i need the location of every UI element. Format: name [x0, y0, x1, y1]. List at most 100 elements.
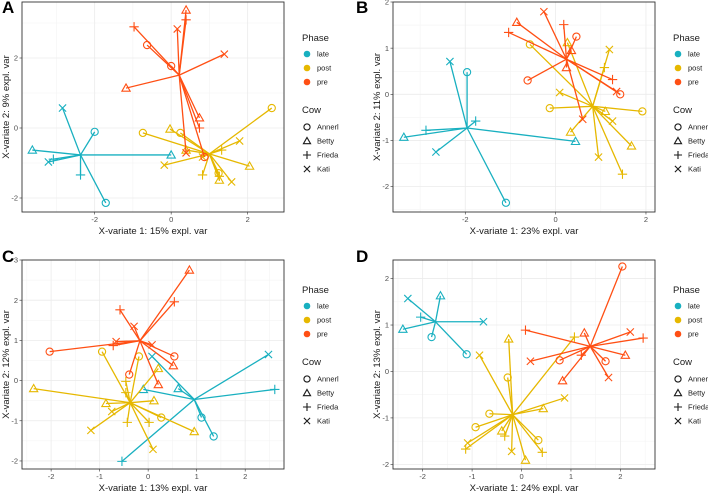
y-tick-label: 1: [14, 336, 18, 345]
legend: Phase late post pre Cow Annerl Betty Frieda Kati: [673, 33, 708, 174]
legend-label-late: late: [688, 302, 700, 311]
star-segment: [566, 58, 621, 95]
star-segment: [512, 336, 575, 416]
data-point-betty: [538, 403, 549, 413]
star-segment: [504, 414, 514, 437]
y-tick-label: 0: [385, 367, 389, 376]
star-segment: [178, 19, 187, 76]
data-point-frieda: [121, 387, 131, 398]
data-point-frieda: [122, 417, 132, 428]
legend-label-pre: pre: [688, 78, 699, 87]
legend-label-betty: Betty: [688, 389, 705, 398]
legend-label-betty: Betty: [317, 137, 334, 146]
legend-shape-betty: [673, 136, 683, 145]
y-axis-title: X-variate 2: 12% expl. var: [1, 310, 12, 419]
data-point-annerl: [427, 332, 436, 342]
data-point-kati: [235, 136, 244, 145]
star-segment: [151, 356, 195, 400]
data-point-frieda: [416, 312, 426, 322]
star-segment: [466, 127, 507, 204]
star-segment: [142, 132, 210, 155]
plot-background: [22, 2, 284, 212]
plot-border: [392, 259, 656, 470]
legend-title-cow: Cow: [302, 357, 321, 368]
data-point-annerl: [572, 32, 581, 41]
series-late: [398, 57, 581, 207]
data-point-kati: [612, 87, 621, 96]
data-point-kati: [86, 426, 95, 435]
star-segment: [125, 381, 131, 403]
x-tick-label: -2: [91, 215, 98, 224]
legend-title-phase: Phase: [302, 285, 329, 296]
plot-border: [21, 259, 285, 470]
data-point-frieda: [216, 145, 227, 155]
legend-label-kati: Kati: [688, 417, 701, 426]
y-tick-label: -2: [382, 460, 389, 469]
legend-swatch-late: [674, 50, 682, 58]
data-point-annerl: [462, 68, 472, 77]
y-tick-label: -1: [382, 136, 389, 145]
star-segment: [130, 400, 155, 404]
x-tick-label: 0: [169, 215, 173, 224]
legend-swatch-post: [303, 64, 311, 72]
minor-grid: [22, 2, 284, 212]
data-point-betty: [120, 82, 132, 92]
data-point-frieda: [503, 27, 514, 38]
star-segment: [590, 345, 626, 356]
legend-shape-kati: [674, 417, 682, 425]
legend-shape-betty: [302, 136, 312, 145]
legend-label-post: post: [317, 64, 332, 73]
star-segment: [435, 127, 468, 153]
data-point-kati: [58, 104, 67, 113]
legend-title-phase: Phase: [673, 285, 700, 296]
legend-label-annerl: Annerl: [317, 375, 339, 384]
y-tick-label: -2: [382, 182, 389, 191]
legend-shape-frieda: [673, 402, 683, 412]
x-tick-label: 0: [519, 472, 523, 481]
data-point-annerl: [167, 61, 176, 71]
data-point-annerl: [501, 198, 511, 207]
data-point-betty: [166, 149, 177, 159]
legend-label-frieda: Frieda: [317, 403, 339, 412]
x-tick-label: 2: [243, 472, 247, 481]
star-segment: [209, 149, 222, 155]
legend-shape-annerl: [303, 123, 311, 131]
star-segment: [475, 414, 513, 428]
legend-title-cow: Cow: [673, 357, 692, 368]
star-segment: [139, 340, 175, 358]
y-tick-label: 1: [385, 44, 389, 53]
star-segment: [49, 340, 140, 353]
legend-swatch-late: [674, 302, 682, 310]
data-point-annerl: [209, 432, 218, 441]
legend-label-post: post: [688, 316, 703, 325]
panel-a: -2 0 2 -2 0 2 X-variate 1: 15% expl. var X-vari…: [1, 0, 339, 237]
data-point-kati: [107, 407, 116, 416]
data-point-kati: [626, 327, 635, 336]
y-tick-label: 2: [385, 0, 389, 7]
legend-swatch-post: [674, 64, 682, 72]
y-tick-label: -1: [11, 416, 18, 425]
data-point-betty: [100, 398, 112, 408]
star-segment: [90, 402, 131, 431]
y-tick-label: -2: [11, 457, 18, 466]
data-point-frieda: [117, 456, 127, 467]
star-segment: [501, 414, 514, 432]
star-segment: [193, 399, 215, 437]
star-segment: [139, 301, 175, 342]
x-tick-label: -1: [96, 472, 103, 481]
data-point-kati: [148, 340, 157, 349]
data-point-kati: [198, 153, 207, 162]
legend-label-betty: Betty: [317, 389, 334, 398]
data-point-kati: [594, 153, 603, 162]
y-axis-title: X-variate 2: 13% expl. var: [372, 310, 383, 419]
legend-label-kati: Kati: [317, 165, 330, 174]
star-segment: [590, 337, 644, 348]
data-point-betty: [189, 426, 200, 436]
star-segment: [589, 266, 623, 347]
legend-shape-annerl: [303, 375, 311, 383]
data-point-betty: [520, 454, 531, 464]
data-point-annerl: [101, 198, 110, 208]
series-pre: [520, 262, 648, 385]
star-segment: [125, 74, 180, 89]
x-tick-label: 0: [146, 472, 150, 481]
